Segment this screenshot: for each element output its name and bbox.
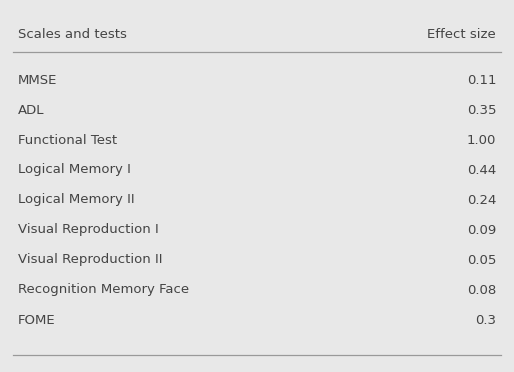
Text: 0.11: 0.11: [467, 74, 496, 87]
Text: Logical Memory I: Logical Memory I: [18, 164, 131, 176]
Text: Functional Test: Functional Test: [18, 134, 117, 147]
Text: Logical Memory II: Logical Memory II: [18, 193, 135, 206]
Text: Visual Reproduction I: Visual Reproduction I: [18, 224, 159, 237]
Text: Scales and tests: Scales and tests: [18, 28, 127, 41]
Text: MMSE: MMSE: [18, 74, 57, 87]
Text: Effect size: Effect size: [428, 28, 496, 41]
Text: ADL: ADL: [18, 103, 44, 116]
Text: Recognition Memory Face: Recognition Memory Face: [18, 283, 189, 296]
Text: 0.35: 0.35: [467, 103, 496, 116]
Text: Visual Reproduction II: Visual Reproduction II: [18, 253, 162, 266]
Text: 0.24: 0.24: [467, 193, 496, 206]
Text: 0.08: 0.08: [467, 283, 496, 296]
Text: FOME: FOME: [18, 314, 56, 327]
Text: 0.44: 0.44: [467, 164, 496, 176]
Text: 0.05: 0.05: [467, 253, 496, 266]
Text: 1.00: 1.00: [467, 134, 496, 147]
Text: 0.3: 0.3: [475, 314, 496, 327]
Text: 0.09: 0.09: [467, 224, 496, 237]
